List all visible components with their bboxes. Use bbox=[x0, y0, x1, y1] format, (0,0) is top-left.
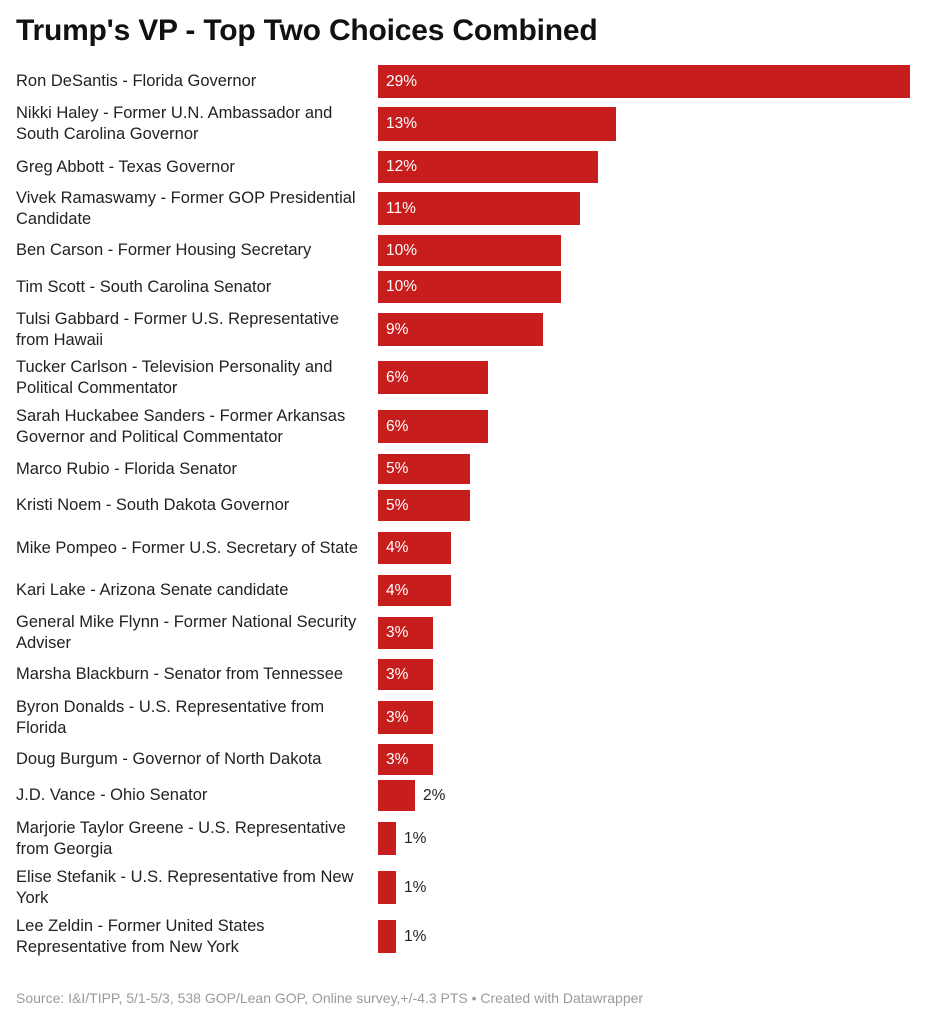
chart-row: Sarah Huckabee Sanders - Former Arkansas… bbox=[0, 406, 927, 446]
chart-row: Ben Carson - Former Housing Secretary 10% bbox=[0, 235, 927, 266]
bar bbox=[378, 920, 396, 953]
value-label: 29% bbox=[386, 72, 418, 90]
chart-title: Trump's VP - Top Two Choices Combined bbox=[16, 14, 598, 47]
chart-row: Mike Pompeo - Former U.S. Secretary of S… bbox=[0, 532, 927, 564]
chart-row: Marsha Blackburn - Senator from Tennesse… bbox=[0, 659, 927, 690]
chart-row: Ron DeSantis - Florida Governor 29% bbox=[0, 65, 927, 98]
bar bbox=[378, 871, 396, 904]
chart-row: Tim Scott - South Carolina Senator 10% bbox=[0, 271, 927, 303]
category-label: J.D. Vance - Ohio Senator bbox=[16, 786, 208, 804]
chart-row: Tulsi Gabbard - Former U.S. Representati… bbox=[0, 309, 927, 349]
value-label: 3% bbox=[386, 708, 409, 726]
value-label: 11% bbox=[386, 199, 416, 217]
category-label: Tim Scott - South Carolina Senator bbox=[16, 277, 272, 296]
category-label: Tulsi Gabbard - Former U.S. Representati… bbox=[16, 309, 340, 349]
value-label: 9% bbox=[386, 320, 409, 338]
value-label: 10% bbox=[386, 241, 418, 259]
value-label: 13% bbox=[386, 115, 418, 132]
category-label: Ben Carson - Former Housing Secretary bbox=[16, 241, 312, 259]
category-label: Lee Zeldin - Former United States Repres… bbox=[16, 916, 265, 956]
category-label: Kristi Noem - South Dakota Governor bbox=[16, 496, 290, 514]
bar bbox=[378, 410, 488, 443]
chart-row: Tucker Carlson - Television Personality … bbox=[0, 357, 927, 397]
chart-row: Kari Lake - Arizona Senate candidate 4% bbox=[0, 575, 927, 606]
chart-row: Doug Burgum - Governor of North Dakota 3% bbox=[0, 744, 927, 775]
category-label: Tucker Carlson - Television Personality … bbox=[16, 357, 333, 397]
category-label: Marjorie Taylor Greene - U.S. Representa… bbox=[16, 818, 346, 858]
bar bbox=[378, 192, 580, 225]
source-note: Source: I&I/TIPP, 5/1-5/3, 538 GOP/Lean … bbox=[16, 990, 644, 1006]
category-label: Mike Pompeo - Former U.S. Secretary of S… bbox=[16, 538, 359, 557]
chart-row: Marco Rubio - Florida Senator 5% bbox=[0, 454, 927, 484]
value-label: 5% bbox=[386, 460, 409, 477]
category-label: Marsha Blackburn - Senator from Tennesse… bbox=[16, 665, 344, 683]
bar bbox=[378, 107, 616, 141]
value-label: 4% bbox=[386, 539, 409, 556]
bar bbox=[378, 490, 470, 521]
value-label: 3% bbox=[386, 750, 409, 768]
category-label: Doug Burgum - Governor of North Dakota bbox=[16, 750, 322, 768]
value-label: 1% bbox=[404, 878, 427, 896]
chart-row: General Mike Flynn - Former National Sec… bbox=[0, 613, 927, 652]
category-label: Nikki Haley - Former U.N. Ambassador and… bbox=[16, 104, 333, 143]
value-label: 5% bbox=[386, 496, 409, 514]
chart-row: Vivek Ramaswamy - Former GOP Presidentia… bbox=[0, 188, 927, 228]
value-label: 10% bbox=[386, 278, 418, 295]
bar bbox=[378, 151, 598, 183]
value-label: 12% bbox=[386, 158, 418, 175]
category-label: General Mike Flynn - Former National Sec… bbox=[16, 613, 357, 652]
bar bbox=[378, 454, 470, 484]
category-label: Ron DeSantis - Florida Governor bbox=[16, 72, 257, 90]
category-label: Greg Abbott - Texas Governor bbox=[16, 157, 235, 176]
value-label: 2% bbox=[423, 786, 446, 804]
category-label: Sarah Huckabee Sanders - Former Arkansas… bbox=[16, 406, 346, 446]
value-label: 4% bbox=[386, 581, 409, 599]
category-label: Elise Stefanik - U.S. Representative fro… bbox=[16, 867, 354, 907]
category-label: Byron Donalds - U.S. Representative from… bbox=[16, 697, 325, 737]
bar bbox=[378, 744, 433, 775]
value-label: 1% bbox=[404, 829, 427, 847]
value-label: 6% bbox=[386, 417, 409, 435]
value-label: 6% bbox=[386, 368, 409, 386]
bar bbox=[378, 235, 561, 266]
chart-row: Lee Zeldin - Former United States Repres… bbox=[0, 916, 927, 956]
chart-row: Kristi Noem - South Dakota Governor 5% bbox=[0, 490, 927, 521]
value-label: 1% bbox=[404, 927, 427, 945]
category-label: Kari Lake - Arizona Senate candidate bbox=[16, 581, 289, 599]
chart-row: Nikki Haley - Former U.N. Ambassador and… bbox=[0, 104, 927, 143]
value-label: 3% bbox=[386, 665, 409, 683]
bar bbox=[378, 822, 396, 855]
bar bbox=[378, 65, 910, 98]
bar bbox=[378, 313, 543, 346]
bar bbox=[378, 780, 415, 811]
bar bbox=[378, 361, 488, 394]
bar bbox=[378, 575, 451, 606]
value-label: 3% bbox=[386, 624, 409, 641]
chart-row: Elise Stefanik - U.S. Representative fro… bbox=[0, 867, 927, 907]
chart-row: J.D. Vance - Ohio Senator 2% bbox=[0, 780, 927, 811]
chart-row: Marjorie Taylor Greene - U.S. Representa… bbox=[0, 818, 927, 858]
chart-row: Byron Donalds - U.S. Representative from… bbox=[0, 697, 927, 737]
bar bbox=[378, 701, 433, 734]
category-label: Marco Rubio - Florida Senator bbox=[16, 459, 238, 478]
category-label: Vivek Ramaswamy - Former GOP Presidentia… bbox=[16, 188, 356, 228]
bar bbox=[378, 617, 433, 649]
bar bbox=[378, 271, 561, 303]
chart-row: Greg Abbott - Texas Governor 12% bbox=[0, 151, 927, 183]
bar bbox=[378, 659, 433, 690]
bar bbox=[378, 532, 451, 564]
